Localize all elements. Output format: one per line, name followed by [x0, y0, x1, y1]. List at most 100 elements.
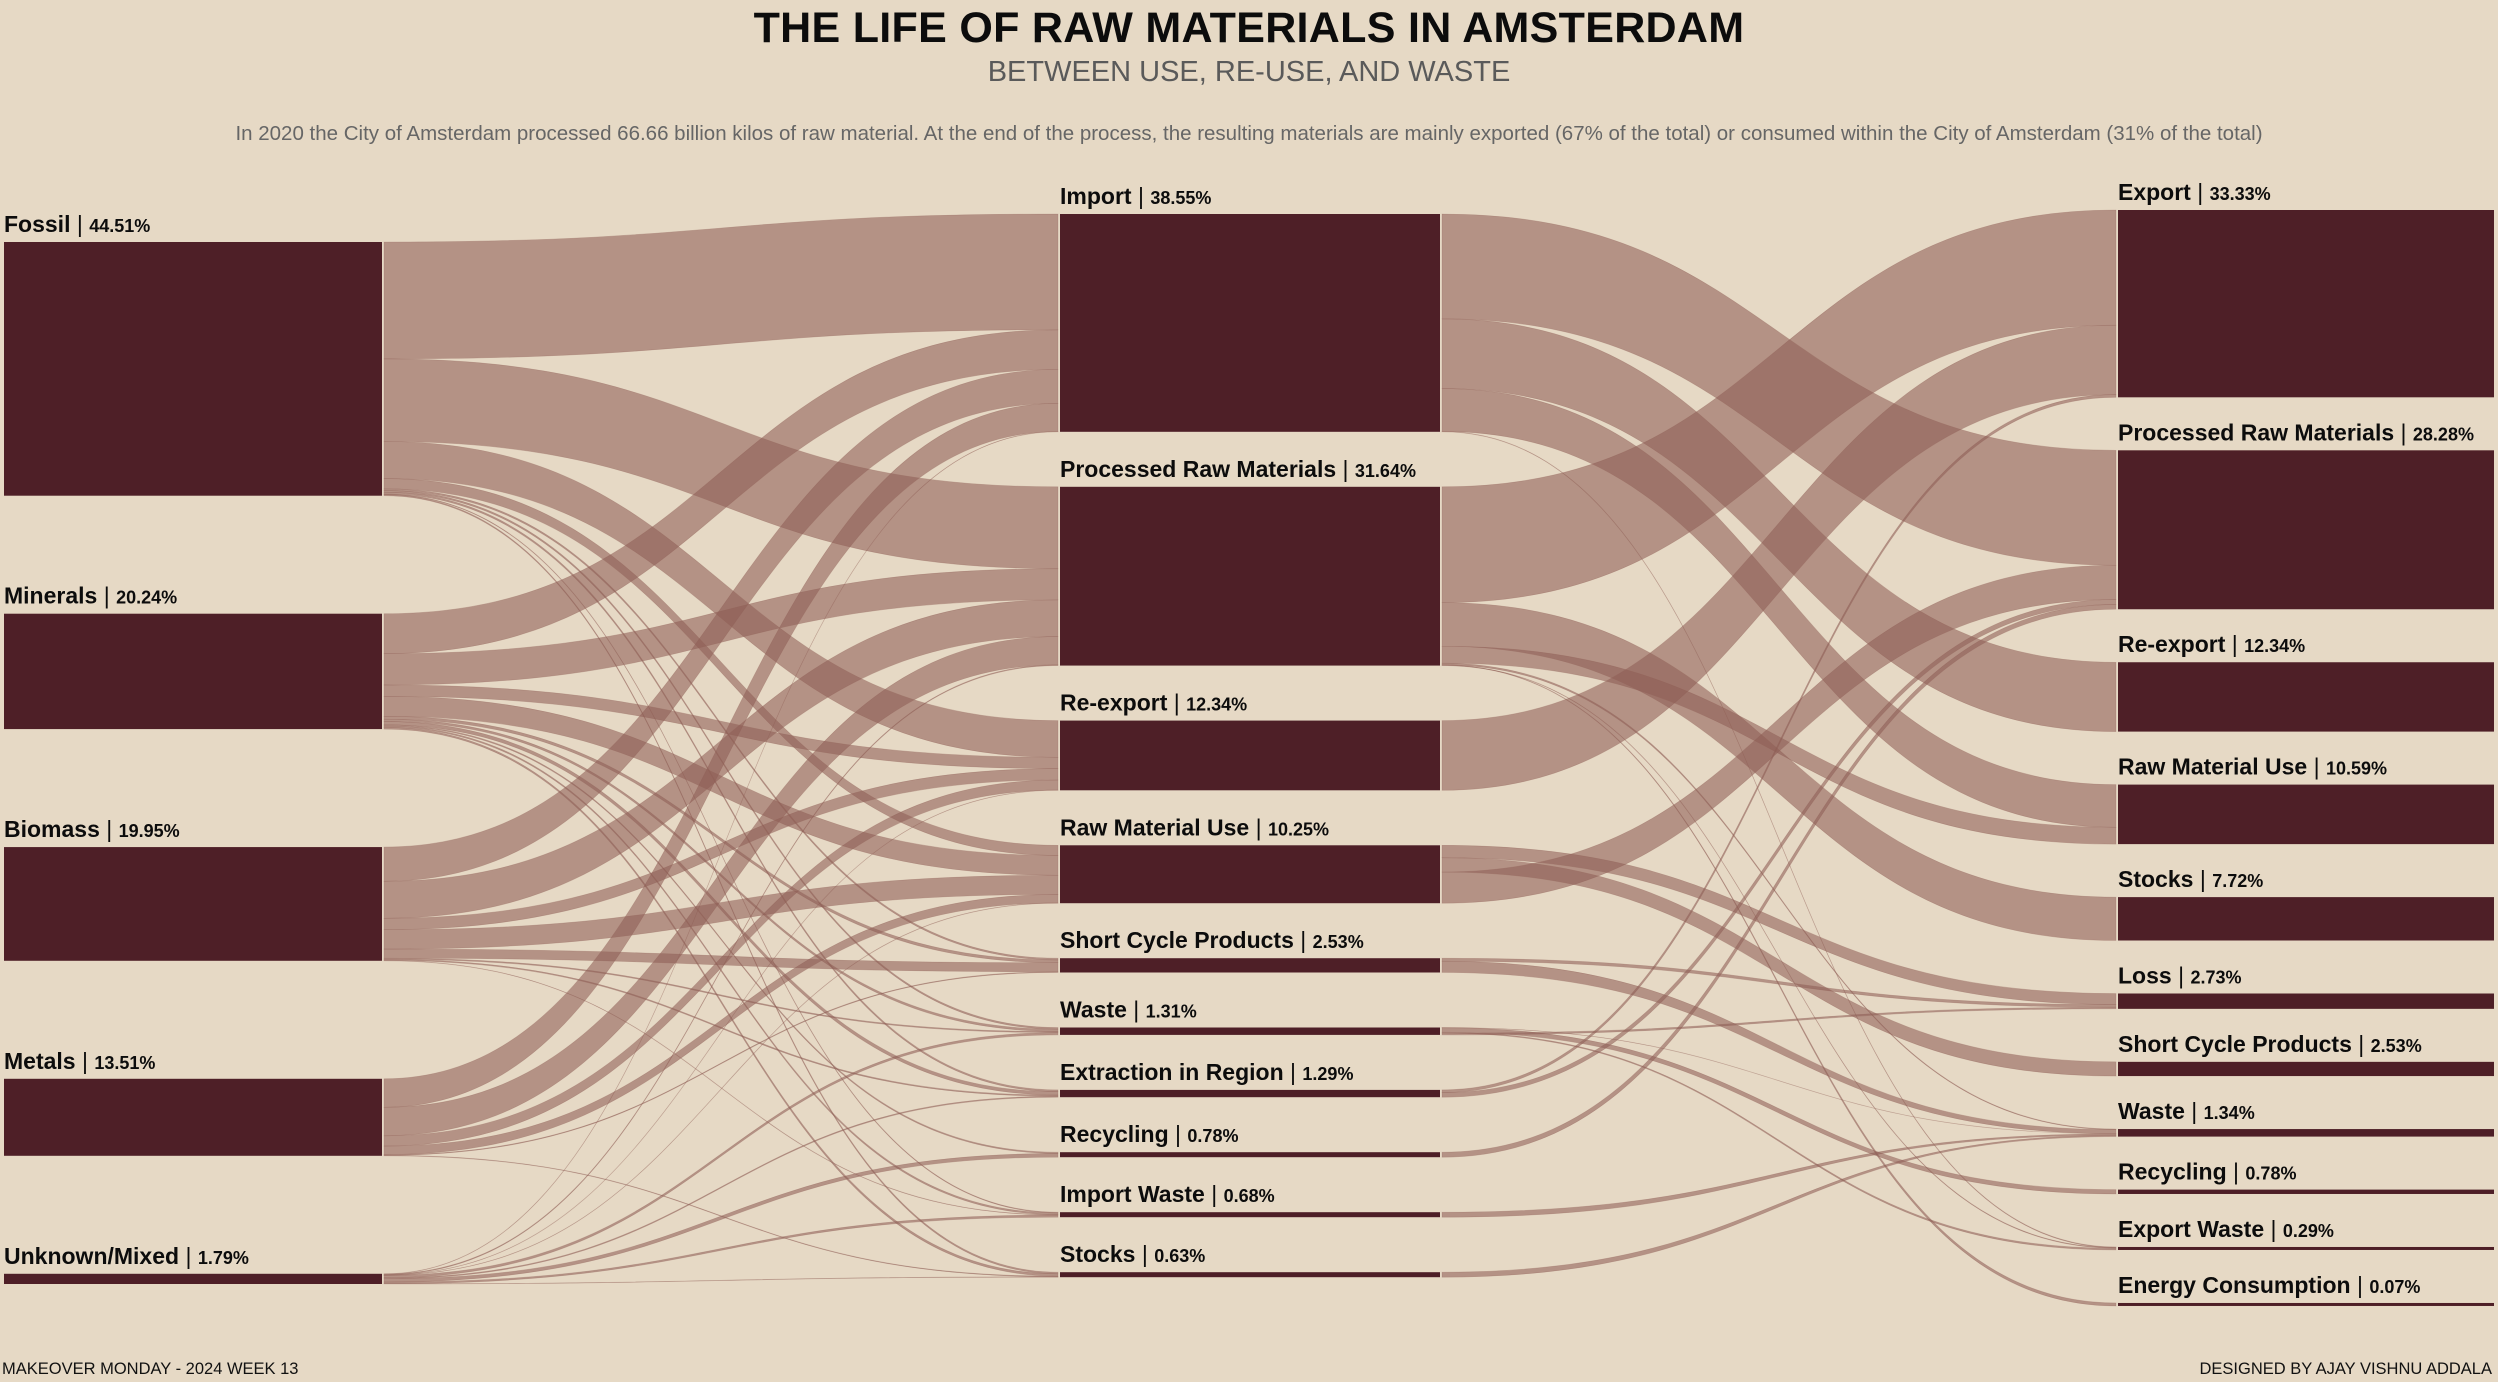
flow-recycling-to-processed [1441, 604, 2117, 1158]
label-mid-importwaste: Import Waste | 0.68% [1060, 1181, 1275, 1207]
flow-unknown-to-importwaste [383, 1214, 1059, 1285]
flow-waste-to-exportwaste [1441, 1031, 2117, 1251]
label-separator: | [70, 211, 89, 237]
label-separator: | [2227, 1159, 2246, 1185]
label-separator: | [1135, 1241, 1154, 1267]
label-name: Processed Raw Materials [1060, 456, 1336, 482]
label-mid-reexport: Re-export | 12.34% [1060, 690, 1247, 716]
label-name: Raw Material Use [2118, 754, 2307, 780]
node-dst-waste [2118, 1129, 2494, 1137]
flow-waste-to-loss [1441, 1006, 2117, 1036]
label-percent: 0.29% [2283, 1221, 2334, 1241]
node-dst-export [2118, 210, 2494, 398]
label-dst-export: Export | 33.33% [2118, 179, 2271, 205]
node-mid-shortcycle [1060, 958, 1440, 973]
label-name: Raw Material Use [1060, 814, 1249, 840]
flow-fossil-to-import [383, 213, 1059, 360]
label-separator: | [76, 1048, 95, 1074]
node-mid-importwaste [1060, 1212, 1440, 1218]
label-name: Recycling [1060, 1121, 1169, 1147]
label-separator: | [2172, 963, 2191, 989]
label-name: Waste [2118, 1098, 2185, 1124]
label-separator: | [1127, 997, 1146, 1023]
flow-unknown-to-recycling [383, 1153, 1059, 1283]
node-src-unknown [4, 1273, 382, 1284]
label-percent: 2.53% [1313, 932, 1364, 952]
label-separator: | [1132, 183, 1151, 209]
label-mid-stocks: Stocks | 0.63% [1060, 1241, 1205, 1267]
label-dst-loss: Loss | 2.73% [2118, 963, 2242, 989]
label-mid-rawuse: Raw Material Use | 10.25% [1060, 814, 1329, 840]
label-separator: | [97, 583, 116, 609]
flow-unknown-to-stocks [383, 1276, 1059, 1285]
flow-unknown-to-import [383, 431, 1059, 1275]
label-separator: | [2394, 419, 2413, 445]
links-layer [383, 209, 2117, 1307]
labels-layer: Fossil | 44.51% Minerals | 20.24% Biomass … [4, 179, 2474, 1298]
flow-minerals-to-stocks [383, 727, 1059, 1277]
flow-unknown-to-waste [383, 1032, 1059, 1279]
flow-rawuse-to-processed [1441, 564, 2117, 904]
label-percent: 33.33% [2210, 184, 2271, 204]
label-name: Processed Raw Materials [2118, 419, 2394, 445]
label-separator: | [1249, 814, 1268, 840]
node-dst-stocks [2118, 897, 2494, 941]
nodes-layer [4, 210, 2494, 1306]
node-src-fossil [4, 242, 382, 496]
node-mid-processed [1060, 486, 1440, 666]
flow-unknown-to-reexport [383, 789, 1059, 1276]
label-name: Metals [4, 1048, 76, 1074]
label-percent: 1.29% [1302, 1064, 1353, 1084]
label-mid-import: Import | 38.55% [1060, 183, 1211, 209]
chart-title: THE LIFE OF RAW MATERIALS IN AMSTERDAM [753, 4, 1745, 52]
label-name: Stocks [1060, 1241, 1135, 1267]
label-dst-reexport: Re-export | 12.34% [2118, 631, 2305, 657]
label-separator: | [1167, 690, 1186, 716]
label-percent: 1.34% [2204, 1103, 2255, 1123]
label-separator: | [1284, 1059, 1303, 1085]
flow-unknown-to-extraction [383, 1095, 1059, 1280]
node-dst-rawuse [2118, 784, 2494, 845]
node-dst-processed [2118, 450, 2494, 610]
label-mid-processed: Processed Raw Materials | 31.64% [1060, 456, 1416, 482]
label-dst-processed: Processed Raw Materials | 28.28% [2118, 419, 2474, 445]
label-percent: 0.78% [1187, 1126, 1238, 1146]
flow-waste-to-waste [1441, 1027, 2117, 1135]
node-dst-energy [2118, 1302, 2494, 1306]
flow-shortcycle-to-loss [1441, 957, 2117, 1008]
label-name: Stocks [2118, 866, 2193, 892]
flow-extraction-to-export [1441, 394, 2117, 1093]
label-percent: 19.95% [119, 821, 180, 841]
label-separator: | [1294, 927, 1313, 953]
label-percent: 0.68% [1224, 1186, 1275, 1206]
label-name: Short Cycle Products [1060, 927, 1294, 953]
label-name: Fossil [4, 211, 70, 237]
label-percent: 44.51% [89, 216, 150, 236]
label-separator: | [1205, 1181, 1224, 1207]
label-percent: 10.25% [1268, 819, 1329, 839]
label-name: Re-export [1060, 690, 1168, 716]
label-separator: | [2193, 866, 2212, 892]
label-mid-waste: Waste | 1.31% [1060, 997, 1197, 1023]
label-mid-extraction: Extraction in Region | 1.29% [1060, 1059, 1353, 1085]
node-dst-shortcycle [2118, 1061, 2494, 1077]
label-name: Energy Consumption [2118, 1272, 2351, 1298]
flow-biomass-to-importwaste [383, 960, 1059, 1216]
node-dst-exportwaste [2118, 1246, 2494, 1250]
label-separator: | [100, 816, 119, 842]
label-dst-waste: Waste | 1.34% [2118, 1098, 2255, 1124]
node-mid-waste [1060, 1027, 1440, 1035]
flow-waste-to-recycling [1441, 1027, 2117, 1195]
label-percent: 20.24% [116, 588, 177, 608]
footer-makeover-monday: MAKEOVER MONDAY - 2024 WEEK 13 [2, 1360, 299, 1378]
label-src-metals: Metals | 13.51% [4, 1048, 155, 1074]
label-percent: 0.63% [1154, 1246, 1205, 1266]
node-mid-stocks [1060, 1272, 1440, 1278]
label-dst-rawuse: Raw Material Use | 10.59% [2118, 754, 2387, 780]
label-separator: | [2225, 631, 2244, 657]
label-name: Recycling [2118, 1159, 2227, 1185]
label-percent: 12.34% [2244, 636, 2305, 656]
label-name: Minerals [4, 583, 97, 609]
chart-description: In 2020 the City of Amsterdam processed … [235, 122, 2263, 145]
